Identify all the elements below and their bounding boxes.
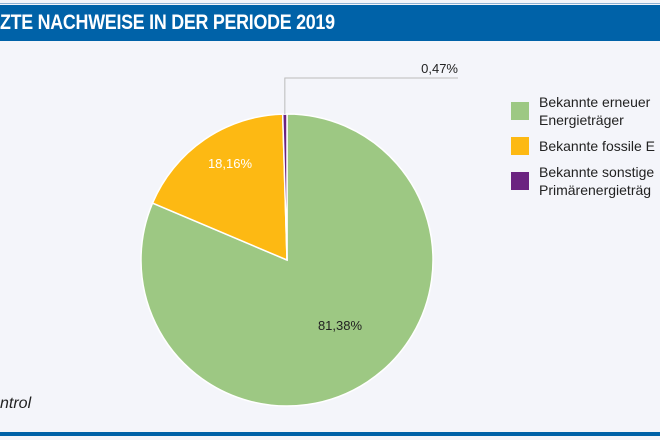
data-label: 81,38% [318,318,363,333]
bottom-rule [0,432,660,436]
leader-line [284,77,458,115]
data-label: 0,47% [421,61,458,76]
pie-slice [151,113,288,262]
legend-swatch [511,137,529,155]
legend-label: Energieträger [539,112,624,128]
legend-item-other: Bekannte sonstige Primärenergieträg [511,163,655,199]
data-label: 18,16% [208,156,253,171]
legend-label: Primärenergieträg [539,182,652,198]
legend-swatch [511,172,529,190]
top-rule [0,3,660,4]
legend-item-renewable: Bekannte erneuer Energieträger [511,93,655,129]
legend-label: Bekannte fossile E [539,138,655,154]
legend-label: Bekannte sonstige [539,164,655,180]
legend-item-fossil: Bekannte fossile E [511,137,655,155]
legend: Bekannte erneuer Energieträger Bekannte f… [511,93,655,207]
chart-title: ZTE NACHWEISE IN DER PERIODE 2019 [0,5,660,41]
legend-swatch [511,102,529,120]
legend-label: Bekannte erneuer [539,94,651,110]
source-note: ntrol [0,395,32,412]
chart-title-text: ZTE NACHWEISE IN DER PERIODE 2019 [0,11,335,34]
pie-slice [281,113,288,261]
